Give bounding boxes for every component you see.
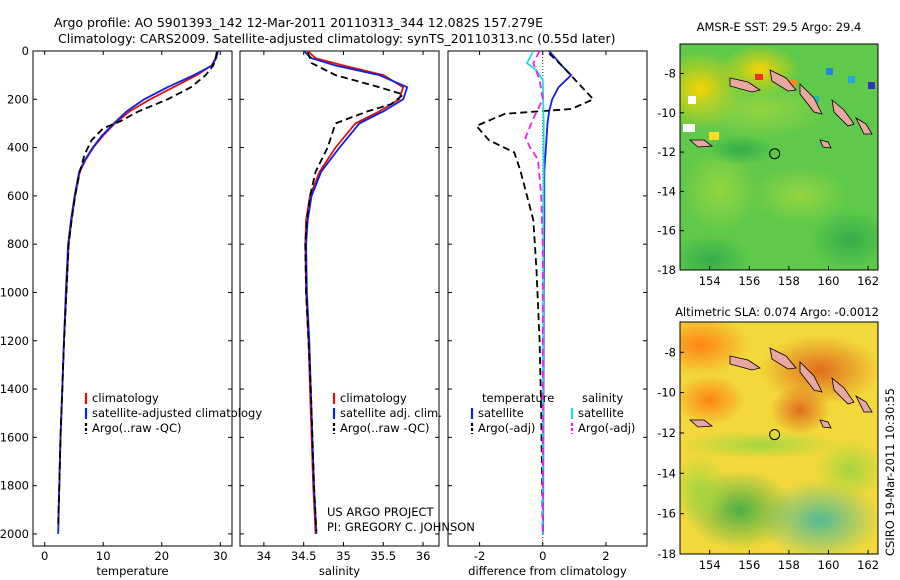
series-line-satellite-adjusted-climatology [57, 50, 219, 534]
map-x-tick-label: 160 [818, 558, 840, 572]
x-axis-label: salinity [319, 564, 360, 578]
x-tick-label: 35 [336, 549, 351, 563]
map-y-tick-label: -10 [657, 106, 676, 120]
y-tick-label: 600 [7, 189, 29, 203]
legend-label: satellite [478, 406, 524, 420]
map-y-tick-label: -14 [657, 184, 676, 198]
map-y-tick-label: -12 [657, 145, 676, 159]
map-y-tick-label: -18 [657, 547, 676, 561]
series-line-argo-adj- [474, 52, 595, 534]
x-axis-label: temperature [96, 564, 168, 578]
y-tick-label: 0 [22, 44, 29, 58]
x-tick-label: -2 [474, 549, 485, 563]
map-x-tick-label: 156 [738, 274, 760, 288]
header-line-1: Argo profile: AO 5901393_142 12-Mar-2011… [54, 15, 543, 30]
map-x-tick-label: 156 [738, 558, 760, 572]
legend-label: satellite-adjusted climatology [92, 406, 262, 420]
project-label: US ARGO PROJECT [327, 505, 435, 519]
map-x-tick-label: 158 [778, 274, 800, 288]
legend-header: temperature [482, 391, 554, 405]
timestamp-label: CSIRO 19-Mar-2011 10:30:55 [883, 388, 897, 556]
salinity-profile-panel: 34 34.5 35 35.5 36 salinity climatologysatelli… [239, 50, 442, 578]
legend-label: climatology [92, 391, 159, 405]
sst-map-field [680, 44, 878, 270]
map-y-tick-label: -18 [657, 263, 676, 277]
plot-frame [239, 50, 440, 547]
map-x-tick-label: 162 [857, 558, 879, 572]
sla-map-panel: Altimetric SLA: 0.074 Argo: -0.0012 154 1… [657, 305, 879, 572]
y-tick-label: 1600 [0, 430, 29, 444]
map-x-tick-label: 154 [699, 274, 721, 288]
map-y-tick-label: -8 [665, 345, 676, 359]
series-line-climatology [57, 50, 219, 522]
map-y-tick-label: -16 [657, 507, 676, 521]
y-tick-label: 1400 [0, 382, 29, 396]
map-x-tick-label: 162 [857, 274, 879, 288]
legend-label: satellite [578, 406, 624, 420]
y-tick-label: 400 [7, 141, 29, 155]
y-tick-label: 1800 [0, 479, 29, 493]
y-tick-label: 200 [7, 92, 29, 106]
series-line-argo-adj- [524, 50, 544, 534]
x-tick-label: 34 [257, 549, 272, 563]
legend-label: Argo(..raw -QC) [340, 421, 430, 435]
plot-frame [447, 50, 648, 547]
y-tick-label: 800 [7, 237, 29, 251]
header-line-2: Climatology: CARS2009. Satellite-adjuste… [58, 31, 615, 46]
plot-frame [32, 50, 233, 547]
map-y-tick-label: -12 [657, 426, 676, 440]
x-tick-label: 34.5 [291, 549, 317, 563]
temperature-profile-panel: 0 10 20 30 0 200 400 600 800 1000 1200 1400 1600 1800… [0, 44, 262, 578]
map-y-tick-label: -8 [665, 66, 676, 80]
x-tick-label: 0 [41, 549, 48, 563]
y-tick-label: 2000 [0, 527, 29, 541]
y-tick-label: 1000 [0, 285, 29, 299]
x-tick-label: 10 [96, 549, 111, 563]
sla-map-field [680, 322, 878, 554]
series-line-climatology [304, 50, 405, 534]
map-x-tick-label: 158 [778, 558, 800, 572]
map-y-tick-label: -16 [657, 224, 676, 238]
legend-label: satellite adj. clim. [340, 406, 442, 420]
sla-map-axes: 154 156 158 160 162 -8 -10 -12 -14 -16 -18 [657, 345, 879, 572]
x-axis-label: difference from climatology [468, 564, 627, 578]
legend-label: Argo(-adj) [478, 421, 535, 435]
y-tick-label: 1200 [0, 334, 29, 348]
map-x-tick-label: 160 [818, 274, 840, 288]
x-tick-label: 2 [602, 549, 609, 563]
sla-argo-position-marker [769, 429, 781, 441]
x-tick-label: 30 [213, 549, 228, 563]
legend-label: Argo(..raw -QC) [92, 421, 182, 435]
sst-map-title: AMSR-E SST: 29.5 Argo: 29.4 [697, 20, 862, 34]
series-line-argo-raw-qc- [304, 51, 406, 532]
map-y-tick-label: -10 [657, 386, 676, 400]
x-tick-label: 35.5 [370, 549, 396, 563]
legend-header: salinity [582, 391, 623, 405]
sst-map-axes: 154 156 158 160 162 -8 -10 -12 -14 -16 -18 [657, 66, 879, 288]
legend-label: Argo(-adj) [578, 421, 635, 435]
x-tick-label: 0 [539, 549, 546, 563]
sst-map-panel: AMSR-E SST: 29.5 Argo: 29.4 [657, 20, 879, 288]
series-line-satellite [542, 50, 573, 534]
pi-label: PI: GREGORY C. JOHNSON [327, 520, 475, 534]
x-tick-label: 36 [416, 549, 431, 563]
map-y-tick-label: -14 [657, 466, 676, 480]
x-tick-label: 20 [154, 549, 169, 563]
sla-map-title: Altimetric SLA: 0.074 Argo: -0.0012 [675, 305, 879, 319]
map-x-tick-label: 154 [699, 558, 721, 572]
legend-label: climatology [340, 391, 407, 405]
series-line-argo-raw-qc- [57, 52, 218, 525]
sst-argo-position-marker [769, 148, 781, 160]
